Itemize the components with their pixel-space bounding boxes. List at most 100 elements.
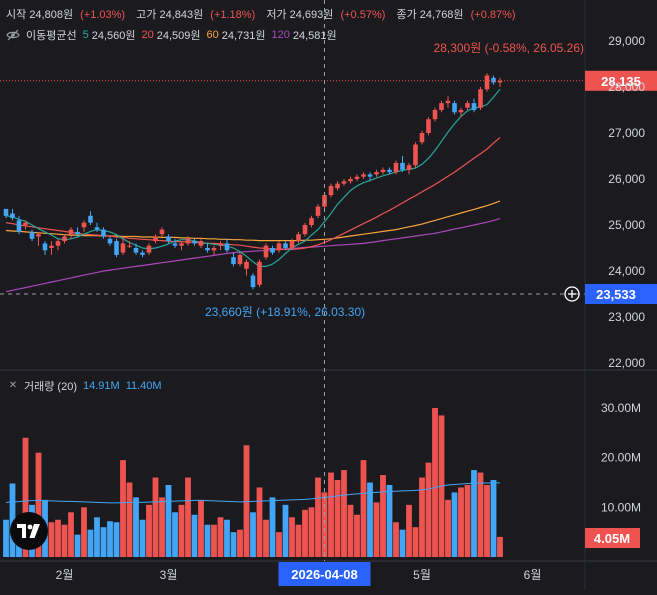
candle-body	[270, 248, 275, 253]
candle-body	[309, 218, 314, 225]
candle	[335, 181, 340, 191]
candle	[88, 211, 93, 225]
close-icon[interactable]: ✕	[8, 380, 18, 391]
moving-average-title: 이동평균선	[26, 30, 77, 42]
candle-body	[445, 100, 451, 104]
ma20-period: 20	[141, 29, 154, 41]
candle	[192, 238, 197, 246]
candle	[289, 238, 295, 251]
ma-line	[5, 137, 501, 250]
price-tick-label: 25,000	[608, 218, 645, 232]
volume-bar	[185, 477, 191, 557]
time-tick-label: 5월	[413, 568, 431, 582]
volume-bar	[484, 484, 490, 557]
volume-bar	[315, 477, 321, 557]
volume-bar	[471, 470, 477, 557]
candle	[101, 227, 106, 239]
time-tick-label: 6월	[524, 568, 542, 582]
candle-body	[55, 241, 61, 246]
low-change: (+0.57%)	[340, 9, 386, 21]
candle-body	[406, 165, 412, 170]
low-annotation: 23,660원 (+18.91%, 26.03.30)	[205, 305, 365, 319]
candle-body	[224, 243, 230, 251]
candle-body	[380, 169, 386, 173]
candle	[179, 241, 184, 251]
candle	[23, 220, 28, 230]
candle-body	[263, 245, 269, 258]
low-value: 24,693원	[289, 9, 334, 21]
ma5-value: 24,560원	[91, 30, 136, 42]
volume-bar	[224, 519, 230, 557]
candle-body	[68, 229, 74, 235]
candle-body	[146, 245, 152, 253]
candle-body	[387, 169, 392, 173]
volume-ma-value-2: 11.40M	[125, 380, 162, 392]
candle	[224, 238, 230, 253]
volume-tick-label: 10.00M	[601, 500, 641, 514]
moving-average-layer	[5, 88, 501, 293]
candle	[465, 100, 470, 110]
volume-bar	[451, 492, 458, 557]
volume-bar	[321, 492, 328, 557]
volume-bar	[263, 519, 269, 557]
current-volume-box	[585, 528, 640, 548]
volume-bar	[328, 472, 334, 557]
volume-bar	[269, 497, 276, 557]
candle-body	[62, 236, 67, 242]
candle-body	[432, 110, 438, 120]
candle	[452, 100, 457, 115]
candle	[133, 243, 139, 255]
candle-body	[367, 174, 373, 177]
volume-bar	[139, 519, 146, 557]
candle	[3, 208, 9, 219]
candle-body	[328, 185, 334, 196]
volume-bar	[386, 484, 393, 557]
candle	[478, 87, 483, 110]
ma20-value: 24,509원	[156, 30, 201, 42]
moving-average-legend: 이동평균선 5 24,560원 20 24,509원 60 24,731원 12…	[6, 27, 343, 43]
current-price-box	[585, 70, 657, 91]
tradingview-logo-icon[interactable]	[10, 512, 48, 550]
ma-line	[5, 88, 501, 267]
volume-bar	[419, 477, 425, 557]
volume-bar	[100, 527, 107, 557]
candle	[16, 215, 22, 235]
volume-tick-label: 30.00M	[601, 401, 641, 415]
volume-bar	[354, 514, 360, 557]
volume-bar	[48, 522, 55, 557]
candle	[445, 96, 451, 108]
candle	[36, 231, 41, 246]
candle-body	[120, 243, 126, 253]
volume-bar	[133, 497, 139, 557]
volume-bar	[464, 484, 471, 557]
volume-bar	[406, 504, 412, 557]
candle	[127, 241, 132, 248]
candle-body	[465, 103, 470, 108]
visibility-off-icon[interactable]	[6, 29, 20, 41]
ma-line	[5, 200, 501, 242]
ma120-period: 120	[271, 29, 290, 41]
candle-body	[419, 133, 425, 143]
candle	[244, 259, 249, 276]
volume-bar	[113, 522, 120, 557]
volume-bar	[81, 507, 87, 557]
candle	[68, 227, 74, 239]
candle	[406, 162, 412, 175]
ma60-value: 24,731원	[221, 30, 266, 42]
volume-bar	[412, 527, 419, 557]
candle-body	[10, 213, 15, 219]
volume-bar	[282, 504, 289, 557]
candle	[361, 172, 366, 179]
candle-body	[42, 243, 48, 251]
candle-body	[354, 176, 360, 179]
candle-body	[257, 261, 262, 285]
candle	[120, 238, 126, 255]
volume-bar	[172, 512, 178, 557]
candle	[153, 234, 158, 244]
candle	[426, 116, 431, 136]
volume-bar	[165, 484, 172, 557]
candle	[380, 167, 386, 175]
high-value: 24,843원	[159, 9, 204, 21]
